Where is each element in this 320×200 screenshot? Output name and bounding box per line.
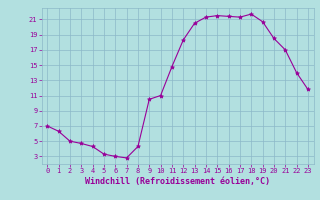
- X-axis label: Windchill (Refroidissement éolien,°C): Windchill (Refroidissement éolien,°C): [85, 177, 270, 186]
